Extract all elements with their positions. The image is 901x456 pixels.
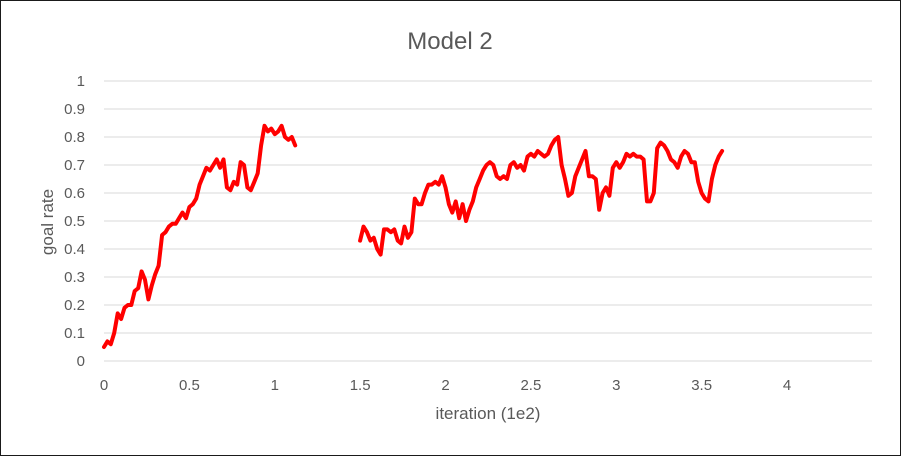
- y-tick-label: 0.3: [64, 269, 85, 286]
- y-tick-label: 0.7: [64, 157, 85, 174]
- y-tick-label: 0.2: [64, 297, 85, 314]
- x-tick-label: 2: [441, 377, 449, 394]
- x-tick-label: 1: [271, 377, 279, 394]
- x-tick-label: 0: [100, 377, 108, 394]
- x-axis-label: iteration (1e2): [436, 404, 541, 423]
- gridlines: [104, 80, 872, 362]
- x-tick-label: 1.5: [350, 377, 371, 394]
- y-tick-label: 0.1: [64, 325, 85, 342]
- series-line-segment-2: [358, 135, 725, 257]
- x-axis-ticks: 0 0.5 1 1.5 2 2.5 3 3.5 4: [100, 377, 791, 394]
- y-tick-label: 0.5: [64, 213, 85, 230]
- x-tick-label: 4: [783, 377, 791, 394]
- y-tick-label: 0.4: [64, 241, 85, 258]
- y-axis-label: goal rate: [38, 189, 57, 255]
- x-tick-label: 0.5: [179, 377, 200, 394]
- series-line-segment-1: [102, 123, 298, 349]
- y-tick-label: 0.6: [64, 185, 85, 202]
- series-lines: [102, 123, 725, 349]
- chart-title: Model 2: [407, 28, 492, 55]
- y-axis-ticks: 0 0.1 0.2 0.3 0.4 0.5 0.6 0.7 0.8 0.9 1: [64, 73, 85, 370]
- x-tick-label: 3.5: [691, 377, 712, 394]
- x-tick-label: 3: [612, 377, 620, 394]
- y-tick-label: 1: [77, 73, 85, 90]
- y-tick-label: 0: [77, 353, 85, 370]
- y-tick-label: 0.9: [64, 101, 85, 118]
- y-tick-label: 0.8: [64, 129, 85, 146]
- x-tick-label: 2.5: [520, 377, 541, 394]
